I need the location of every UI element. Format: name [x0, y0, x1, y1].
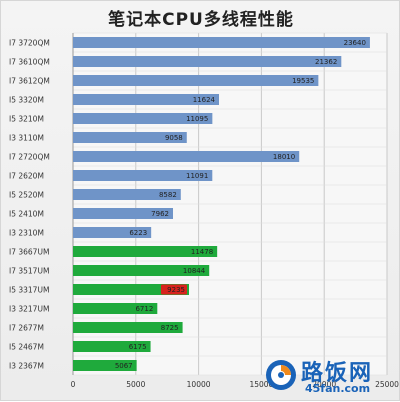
- bar: [73, 303, 158, 314]
- watermark-logo: 路饭网 45fan.com: [263, 355, 399, 399]
- bar: [73, 265, 210, 276]
- value-label: 11624: [193, 96, 216, 104]
- value-label: 5067: [115, 362, 133, 370]
- value-label: 10844: [183, 267, 206, 275]
- watermark-swirl-icon: [266, 360, 296, 390]
- category-label: I7 3517UM: [9, 267, 49, 276]
- bar: [73, 341, 151, 352]
- category-label: I5 3210M: [9, 115, 44, 124]
- bar: [73, 75, 319, 86]
- bar: [73, 189, 181, 200]
- category-label: I7 2677M: [9, 324, 44, 333]
- category-label: I3 3110M: [9, 134, 44, 143]
- bar: [73, 151, 300, 162]
- value-label: 9058: [165, 134, 183, 142]
- x-tick-label: 5000: [126, 380, 145, 389]
- category-label: I7 3610QM: [9, 58, 50, 67]
- value-label: 9235: [167, 286, 185, 294]
- x-tick-label: 20000: [312, 380, 336, 389]
- bar: [73, 37, 370, 48]
- highlight-badge: [160, 284, 187, 295]
- bar: [73, 246, 218, 257]
- value-label: 8725: [161, 324, 179, 332]
- value-label: 7962: [151, 210, 169, 218]
- watermark-url: 45fan.com: [305, 382, 371, 395]
- bar: [73, 113, 213, 124]
- value-label: 18010: [273, 153, 295, 161]
- value-label: 23640: [344, 39, 366, 47]
- value-label: 19535: [292, 77, 314, 85]
- category-label: I7 3612QM: [9, 77, 50, 86]
- value-label: 6175: [129, 343, 147, 351]
- value-label: 11478: [191, 248, 213, 256]
- category-label: I7 2620M: [9, 172, 44, 181]
- x-tick-label: 25000: [375, 380, 399, 389]
- bar: [73, 94, 219, 105]
- category-label: I5 2520M: [9, 191, 44, 200]
- category-label: I5 3317UM: [9, 286, 49, 295]
- category-label: I7 2720QM: [9, 153, 50, 162]
- bar: [73, 360, 137, 371]
- category-label: I3 3217UM: [9, 305, 49, 314]
- category-label: I3 2367M: [9, 362, 44, 371]
- category-label: I7 3720QM: [9, 39, 50, 48]
- category-label: I5 2410M: [9, 210, 44, 219]
- bar: [73, 227, 152, 238]
- category-label: I3 2310M: [9, 229, 44, 238]
- category-label: I5 2467M: [9, 343, 44, 352]
- value-label: 11091: [186, 172, 208, 180]
- bar: [73, 56, 342, 67]
- value-label: 8582: [159, 191, 177, 199]
- category-label: I5 3320M: [9, 96, 44, 105]
- x-tick-label: 15000: [249, 380, 273, 389]
- chart-title: 笔记本CPU多线程性能: [108, 10, 294, 30]
- bar: [73, 132, 187, 143]
- bar: [73, 170, 213, 181]
- watermark-text: 路饭网: [301, 361, 374, 386]
- x-tick-label: 0: [71, 380, 76, 389]
- x-tick-label: 10000: [187, 380, 211, 389]
- bar: [73, 208, 174, 219]
- value-label: 6223: [129, 229, 147, 237]
- value-label: 6712: [135, 305, 153, 313]
- value-label: 21362: [315, 58, 337, 66]
- bar: [73, 322, 183, 333]
- category-label: I7 3667UM: [9, 248, 49, 257]
- bar: [73, 284, 189, 295]
- value-label: 11095: [186, 115, 208, 123]
